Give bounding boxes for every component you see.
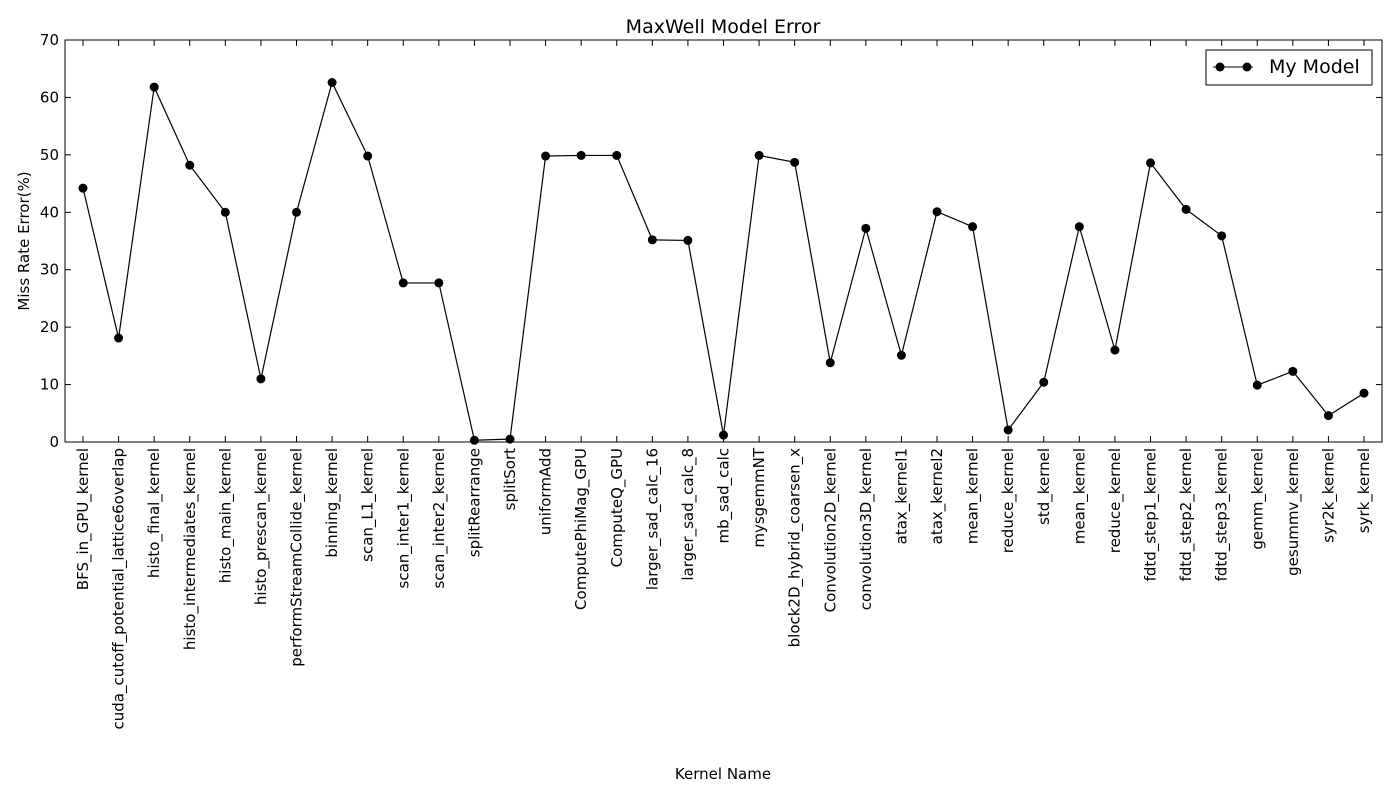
data-point	[683, 235, 693, 245]
data-point	[754, 150, 764, 160]
y-tick-label: 30	[40, 261, 59, 279]
data-point	[434, 278, 444, 288]
x-tick-label: convolution3D_kernel	[857, 448, 876, 610]
y-tick-label: 50	[40, 146, 59, 164]
y-tick-label: 70	[40, 31, 59, 49]
x-tick-label: atax_kernel1	[892, 448, 911, 544]
x-tick-label: cuda_cutoff_potential_lattice6overlap	[110, 448, 129, 729]
data-point	[185, 160, 195, 170]
data-point	[1217, 231, 1227, 241]
x-tick-label: atax_kernel2	[928, 448, 947, 544]
data-point	[1288, 366, 1298, 376]
x-tick-label: mean_kernel	[964, 448, 983, 544]
data-point	[398, 278, 408, 288]
x-tick-label: syrk_kernel	[1355, 448, 1374, 533]
data-point	[256, 374, 266, 384]
data-point	[1323, 411, 1333, 421]
data-point	[647, 235, 657, 245]
chart-title: MaxWell Model Error	[626, 16, 821, 38]
data-point	[1181, 204, 1191, 214]
x-tick-label: gesummv_kernel	[1284, 448, 1303, 576]
data-point	[1110, 345, 1120, 355]
x-tick-label: splitSort	[501, 448, 519, 510]
x-tick-label: gemm_kernel	[1248, 448, 1267, 550]
y-tick-label: 60	[40, 88, 59, 106]
x-tick-label: fdtd_step1_kernel	[1142, 448, 1161, 581]
x-tick-label: histo_final_kernel	[145, 448, 164, 578]
x-tick-label: larger_sad_calc_8	[679, 448, 698, 581]
data-point	[327, 77, 337, 87]
x-tick-label: BFS_in_GPU_kernel	[74, 448, 93, 590]
series-line	[82, 80, 1365, 441]
data-point	[1252, 380, 1262, 390]
data-point	[719, 430, 728, 440]
data-point	[825, 358, 835, 368]
legend-marker-right	[1242, 62, 1252, 72]
legend-marker-left	[1215, 62, 1225, 72]
x-tick-label: ComputePhiMag_GPU	[572, 448, 591, 610]
data-point	[1074, 222, 1084, 232]
data-point	[149, 82, 159, 92]
data-point	[363, 151, 373, 161]
y-tick-label: 20	[40, 318, 59, 336]
x-tick-label: scan_inter2_kernel	[430, 448, 449, 588]
data-point	[1359, 388, 1369, 398]
data-point	[220, 207, 230, 217]
x-tick-label: ComputeQ_GPU	[608, 448, 627, 567]
x-tick-label: histo_intermediates_kernel	[181, 448, 200, 650]
x-tick-label: uniformAdd	[537, 448, 555, 535]
data-point	[1039, 377, 1049, 387]
y-tick-label: 0	[49, 433, 59, 451]
x-tick-label: mean_kernel	[1070, 448, 1089, 544]
x-tick-label: splitRearrange	[465, 448, 483, 557]
x-tick-label: histo_prescan_kernel	[252, 448, 271, 605]
y-axis-label: Miss Rate Error(%)	[15, 171, 33, 310]
x-tick-label: reduce_kernel	[999, 448, 1018, 553]
y-tick-label: 40	[40, 203, 59, 221]
data-point	[896, 350, 906, 360]
x-tick-label: fdtd_step3_kernel	[1213, 448, 1232, 581]
data-point	[469, 435, 479, 445]
x-tick-label: fdtd_step2_kernel	[1177, 448, 1196, 581]
data-point	[861, 223, 871, 233]
data-point	[114, 333, 124, 343]
data-point	[78, 183, 88, 193]
data-point	[790, 157, 800, 167]
x-tick-label: scan_inter1_kernel	[394, 448, 413, 588]
x-tick-label: binning_kernel	[323, 448, 342, 558]
x-tick-label: larger_sad_calc_16	[643, 448, 662, 590]
x-tick-label: std_kernel	[1035, 448, 1054, 525]
x-tick-label: Convolution2D_kernel	[821, 448, 840, 612]
x-tick-label: performStreamCollide_kernel	[288, 448, 307, 667]
data-point	[932, 207, 942, 217]
x-tick-label: block2D_hybrid_coarsen_x	[786, 448, 805, 647]
legend: My Model	[1205, 49, 1373, 86]
x-tick-label: mb_sad_calc	[715, 448, 734, 544]
data-point	[612, 150, 622, 160]
data-point	[576, 150, 586, 160]
data-point	[1003, 425, 1013, 435]
x-axis-label: Kernel Name	[675, 765, 771, 783]
data-point	[541, 151, 551, 161]
x-tick-label: scan_L1_kernel	[359, 448, 378, 562]
y-tick-label: 10	[40, 376, 59, 394]
x-tick-label: reduce_kernel	[1106, 448, 1125, 553]
data-point	[505, 434, 515, 444]
x-tick-label: histo_main_kernel	[216, 448, 235, 583]
legend-label: My Model	[1269, 56, 1360, 78]
data-point	[968, 222, 978, 232]
plot-area: 0 10 20 30 40 50 60 70 BFS_in_GPU_kernel cuda_cut…	[40, 31, 1383, 729]
x-tick-label: mysgemmNT	[750, 447, 768, 547]
x-tick-label: syr2k_kernel	[1319, 448, 1338, 543]
data-point	[1146, 158, 1155, 168]
data-point	[292, 207, 301, 217]
